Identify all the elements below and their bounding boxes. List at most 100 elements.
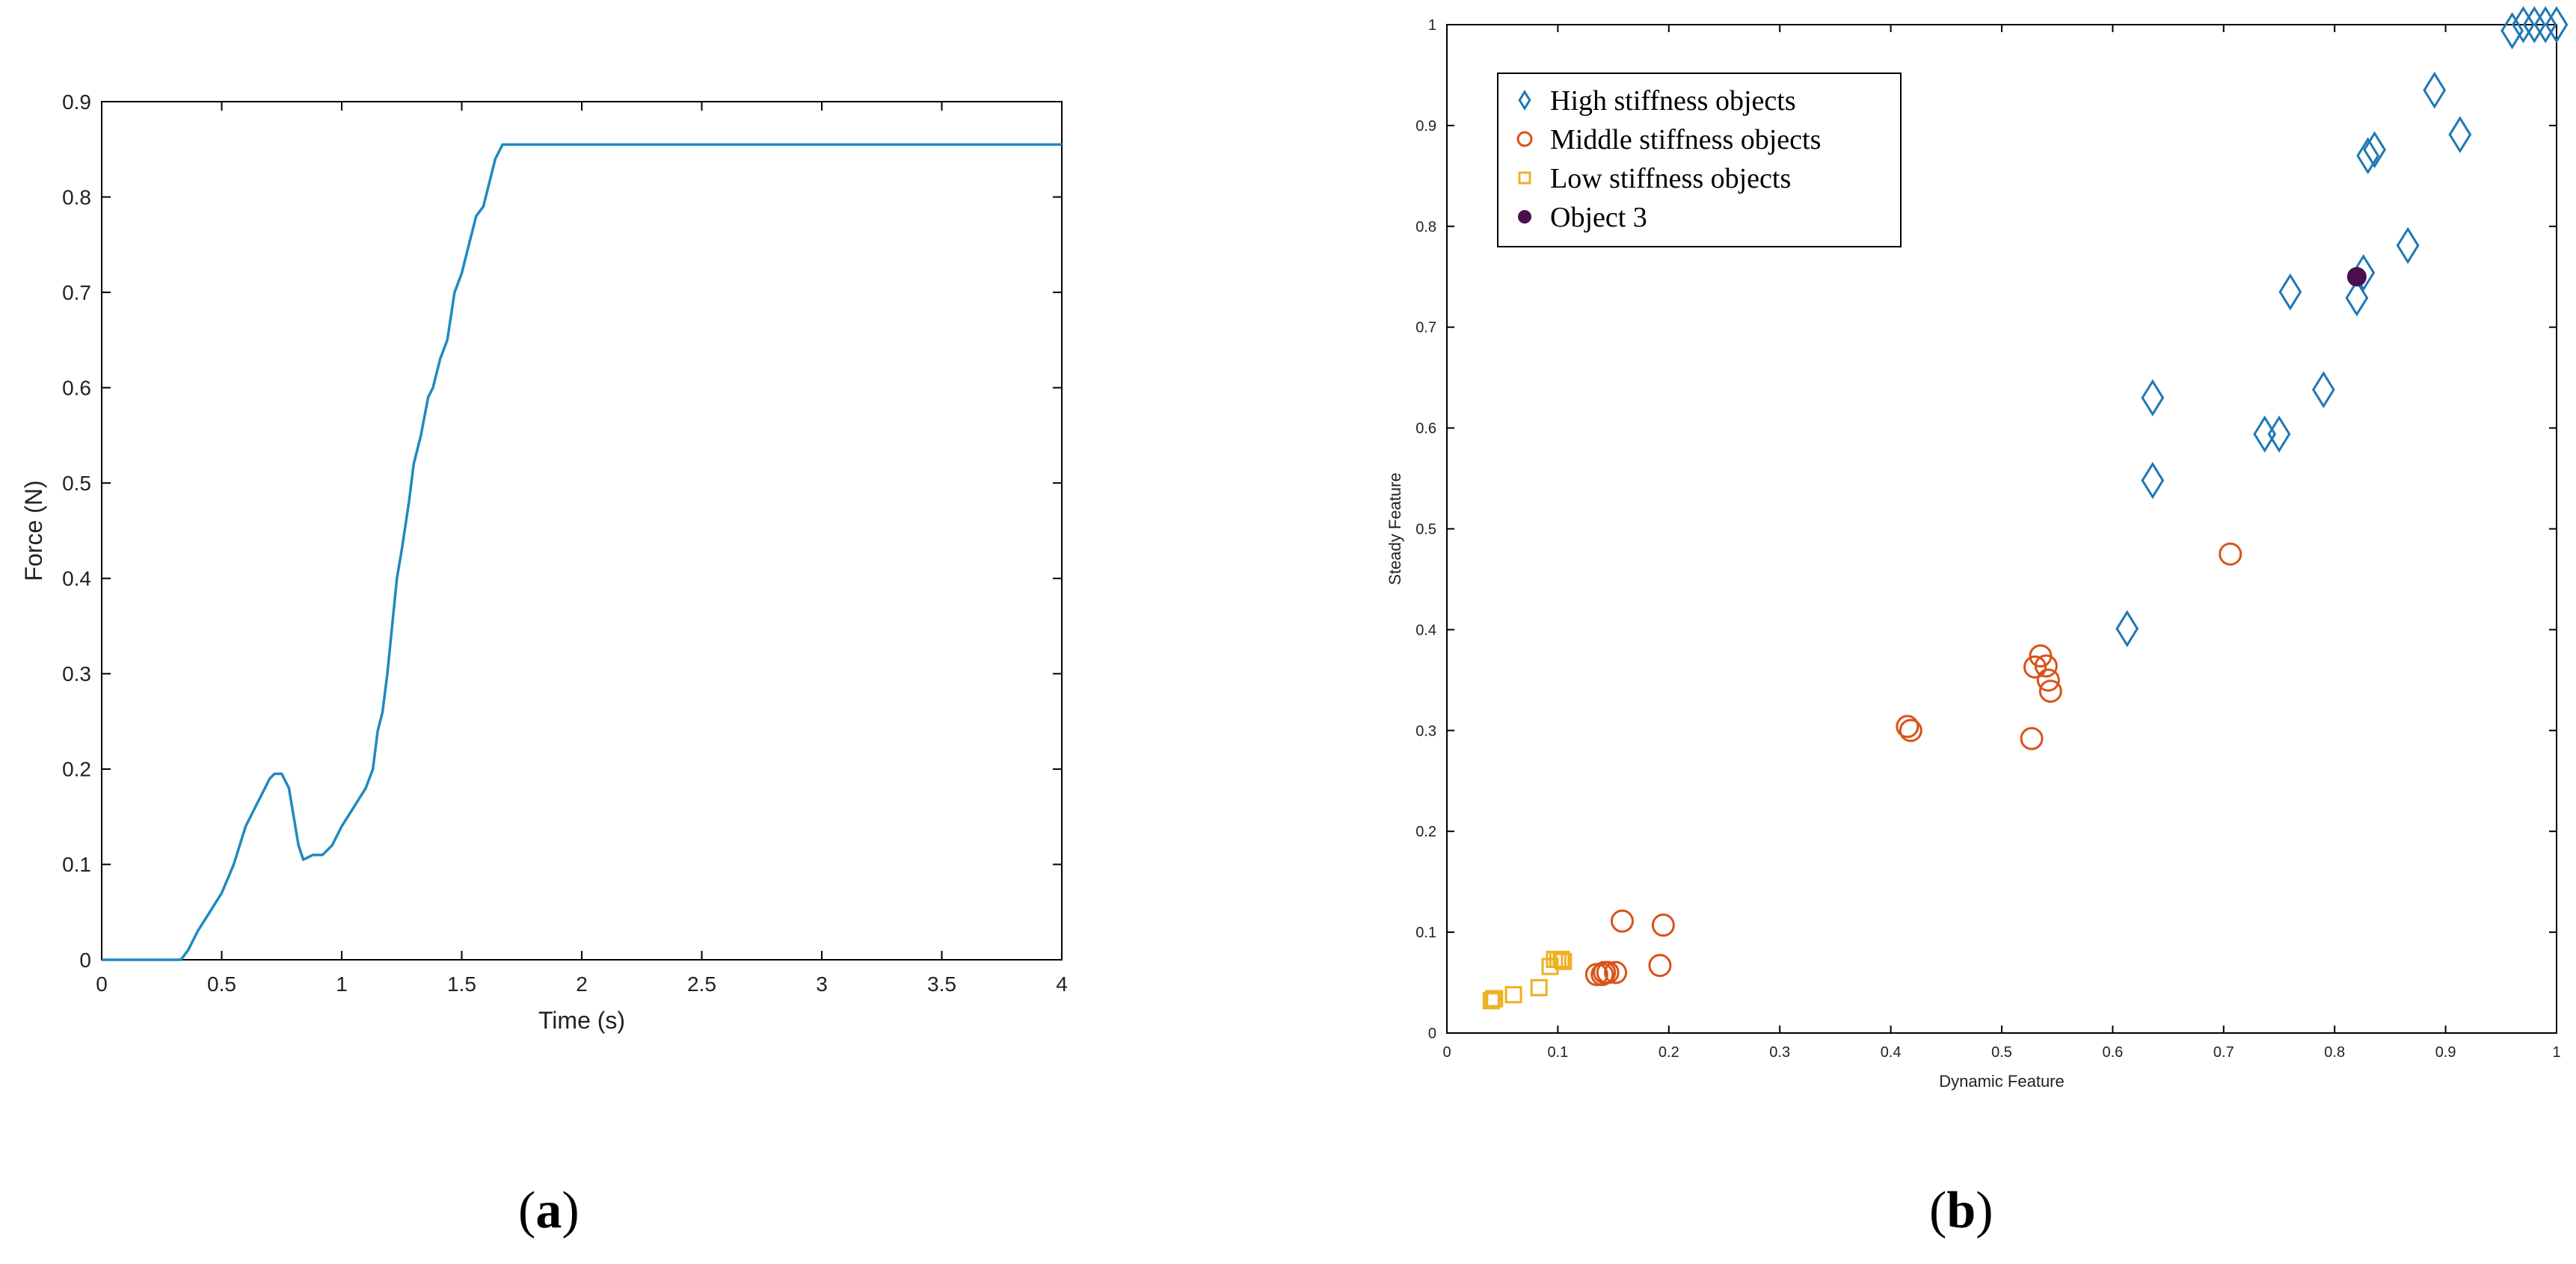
data-point (1504, 986, 1522, 1004)
chart-b-feature-scatter: 0 0.1 0.2 0.3 0.4 0.5 0.6 0.7 0.8 0.9 1 0 0.1 0.2 0.3 0… (1386, 6, 2569, 1091)
x-tick-label: 0.6 (2102, 1044, 2123, 1061)
x-tick-label: 3 (816, 972, 828, 996)
data-point (2512, 6, 2535, 43)
y-tick-label: 0.4 (62, 567, 91, 591)
series-circle (1584, 542, 2243, 987)
x-tick-label: 0.3 (1769, 1044, 1790, 1061)
data-point (1896, 715, 1919, 739)
data-point (2034, 654, 2058, 678)
x-tick-label: 2.5 (687, 972, 716, 996)
data-point (2545, 6, 2569, 43)
y-tick-label: 0.5 (62, 472, 91, 495)
data-point (1555, 952, 1573, 970)
y-tick-label: 0.7 (1415, 320, 1436, 336)
data-point (2267, 415, 2291, 453)
y-tick-label: 0.7 (62, 281, 91, 304)
chart-a-force-vs-time: 0 0.5 1 1.5 2 2.5 3 3.5 4 0 0.1 0.2 0.3 0.4 0.5 0.6 0.7 0… (20, 90, 1068, 1034)
data-point (1530, 978, 1548, 996)
y-axis-label: Force (N) (20, 480, 47, 581)
series-square (1482, 951, 1573, 1010)
data-point (2500, 12, 2524, 49)
data-point (2311, 371, 2335, 409)
y-tick-label: 0.2 (1415, 824, 1436, 840)
y-axis-label: Steady Feature (1386, 472, 1404, 585)
y-tick-label: 0.3 (1415, 723, 1436, 739)
legend-marker (1518, 90, 1531, 111)
data-point (2345, 279, 2369, 317)
data-point (2020, 727, 2044, 750)
x-tick-label: 3.5 (927, 972, 956, 996)
x-tick-label: 0 (1442, 1044, 1451, 1061)
y-tick-label: 0.8 (1415, 219, 1436, 235)
plot-frame (101, 101, 1063, 961)
legend-entry: High stiffness objects (1550, 85, 1796, 117)
panel-label-b: (b) (1929, 1182, 1994, 1239)
legend-entry: Middle stiffness objects (1550, 124, 1821, 155)
x-tick-label: 4 (1056, 972, 1068, 996)
x-tick-label: 0 (96, 972, 108, 996)
x-tick-label: 0.7 (2213, 1044, 2234, 1061)
y-tick-label: 0 (79, 949, 91, 972)
x-tick-label: 0.2 (1659, 1044, 1679, 1061)
y-tick-label: 0.6 (1415, 421, 1436, 437)
y-tick-label: 0.8 (62, 185, 91, 209)
data-point (2522, 6, 2546, 43)
y-tick-label: 0.6 (62, 376, 91, 399)
legend-marker (1518, 210, 1531, 223)
x-tick-label: 1 (336, 972, 348, 996)
x-axis-label: Time (s) (538, 1007, 625, 1034)
x-tick-label: 0.4 (1881, 1044, 1902, 1061)
y-tick-label: 0.2 (62, 758, 91, 781)
data-point (2219, 542, 2243, 566)
x-tick-label: 1.5 (447, 972, 476, 996)
series-diamond (2115, 6, 2569, 647)
legend-marker (1516, 131, 1533, 147)
data-point (2141, 461, 2165, 499)
panel-label-b-letter: b (1946, 1182, 1976, 1239)
data-point (2038, 679, 2062, 703)
panel-label-a: (a) (518, 1182, 580, 1239)
data-point (2448, 116, 2472, 153)
y-tick-label: 0.5 (1415, 522, 1436, 538)
x-tick-label: 2 (576, 972, 588, 996)
x-tick-label: 0.9 (2435, 1044, 2456, 1061)
data-point (2356, 137, 2380, 175)
force-line (102, 143, 1062, 961)
data-point (1604, 961, 1628, 984)
y-tick-label: 0 (1428, 1026, 1436, 1042)
data-point (1651, 913, 1675, 937)
data-point (1552, 951, 1570, 969)
data-point (2036, 668, 2060, 692)
data-point (1482, 992, 1500, 1010)
y-tick-label: 0.9 (1415, 118, 1436, 135)
data-point (2533, 6, 2557, 43)
legend-entry: Low stiffness objects (1550, 163, 1791, 194)
data-point (2253, 415, 2277, 453)
legend-box (1497, 73, 1902, 247)
data-point (1486, 990, 1504, 1008)
x-tick-label: 0.8 (2324, 1044, 2345, 1061)
data-point (2423, 71, 2447, 109)
data-point (1899, 718, 1922, 742)
x-tick-label: 1 (2552, 1044, 2560, 1061)
data-point (2346, 267, 2367, 287)
y-tick-label: 0.4 (1415, 622, 1436, 638)
y-tick-label: 0.1 (62, 853, 91, 876)
legend-entry: Object 3 (1550, 202, 1647, 233)
x-tick-label: 0.1 (1547, 1044, 1568, 1061)
data-point (2396, 226, 2420, 265)
data-point (2115, 610, 2139, 647)
x-tick-label: 0.5 (207, 972, 236, 996)
data-point (2363, 131, 2387, 169)
data-point (2278, 273, 2302, 311)
data-point (1596, 961, 1620, 984)
y-tick-label: 0.1 (1415, 925, 1436, 941)
data-point (2141, 379, 2165, 416)
y-tick-label: 0.9 (62, 90, 91, 114)
series-filled-circle (2346, 267, 2367, 287)
data-point (2023, 655, 2047, 679)
legend: High stiffness objects Middle stiffness o… (1497, 73, 1902, 247)
data-point (1648, 954, 1672, 978)
data-point (1610, 909, 1634, 933)
